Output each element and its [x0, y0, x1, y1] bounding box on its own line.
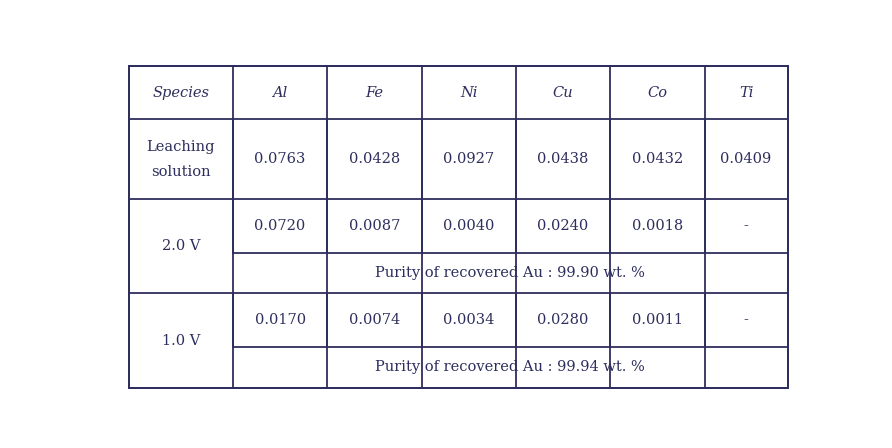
- Text: Leaching
solution: Leaching solution: [146, 140, 215, 179]
- Text: 0.0428: 0.0428: [349, 152, 400, 166]
- Text: 0.0018: 0.0018: [632, 219, 683, 233]
- Text: 0.0034: 0.0034: [443, 313, 494, 327]
- Text: -: -: [744, 219, 748, 233]
- Text: -: -: [744, 313, 748, 327]
- Text: Species: Species: [153, 86, 210, 99]
- Text: 0.0040: 0.0040: [443, 219, 494, 233]
- Text: 0.0720: 0.0720: [254, 219, 306, 233]
- Text: Co: Co: [648, 86, 667, 99]
- Text: Purity of recovered Au : 99.94 wt. %: Purity of recovered Au : 99.94 wt. %: [376, 360, 645, 375]
- Text: Al: Al: [272, 86, 288, 99]
- Text: 2.0 V: 2.0 V: [161, 239, 200, 253]
- Text: 0.0170: 0.0170: [254, 313, 306, 327]
- Text: 0.0074: 0.0074: [349, 313, 400, 327]
- Text: Ti: Ti: [739, 86, 753, 99]
- Text: 1.0 V: 1.0 V: [161, 334, 200, 348]
- Text: 0.0927: 0.0927: [443, 152, 494, 166]
- Text: 0.0011: 0.0011: [632, 313, 683, 327]
- Text: 0.0409: 0.0409: [721, 152, 772, 166]
- Text: Fe: Fe: [366, 86, 384, 99]
- Text: Cu: Cu: [553, 86, 574, 99]
- Text: 0.0432: 0.0432: [632, 152, 683, 166]
- Text: Ni: Ni: [460, 86, 477, 99]
- Text: 0.0240: 0.0240: [538, 219, 589, 233]
- Text: 0.0087: 0.0087: [349, 219, 401, 233]
- Text: 0.0438: 0.0438: [537, 152, 589, 166]
- Text: 0.0763: 0.0763: [254, 152, 306, 166]
- Text: 0.0280: 0.0280: [537, 313, 589, 327]
- Text: Purity of recovered Au : 99.90 wt. %: Purity of recovered Au : 99.90 wt. %: [376, 266, 645, 280]
